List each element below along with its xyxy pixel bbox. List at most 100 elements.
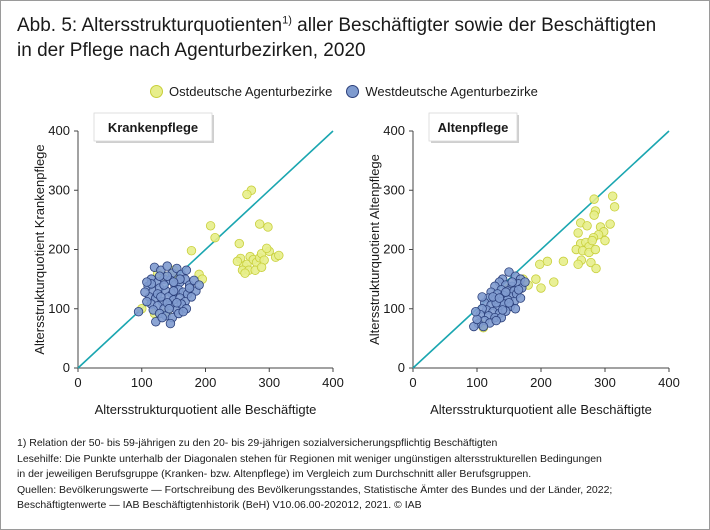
x-axis-label: Altersstrukturquotient alle Beschäftigte [95,402,317,417]
title-line1: Abb. 5: Altersstrukturquotienten [17,15,283,36]
y-axis-label: Altersstrukturquotient Altenpflege [367,154,382,345]
diagonal-line [412,130,670,369]
scatter-charts: 0 100 200 300 400 0 100 200 300 400 Krankenpflege A… [32,112,680,417]
data-point-west [497,305,508,315]
data-point-west [184,283,195,293]
chart-panel-krankenpflege: 0 100 200 300 400 0 100 200 300 400 Krankenpflege A… [32,112,344,417]
footnote-sources-2: Beschäftigtenwerte — IAB Beschäftigtenhi… [17,499,422,511]
data-point-ost [600,235,610,246]
data-point-ost [535,259,545,270]
legend-marker-ost [150,85,163,98]
panel-title: Altenpflege [438,120,509,135]
y-tick-label: 100 [383,301,405,316]
data-point-west [491,315,501,326]
data-point-ost [586,257,596,268]
data-point-ost [256,262,267,272]
chart-panel-altenpflege: 0 100 200 300 400 0 100 200 300 400 Altenpflege Alt… [367,112,680,417]
x-axis-label: Altersstrukturquotient alle Beschäftigte [430,402,652,417]
y-tick-label: 200 [48,242,70,257]
data-point-ost [558,256,569,267]
x-tick-label: 0 [74,375,81,390]
legend-item-west: Westdeutsche Agenturbezirke [346,84,538,99]
data-point-ost [531,274,541,284]
data-point-ost [607,191,618,201]
data-point-ost [186,245,197,256]
panel-title-box [93,112,213,142]
y-tick-label: 400 [383,123,405,138]
legend-item-ost: Ostdeutsche Agenturbezirke [150,84,332,99]
data-point-west [477,292,487,302]
data-point-west [178,307,188,317]
legend: Ostdeutsche Agenturbezirke Westdeutsche … [150,84,552,99]
title-footnote-marker: 1) [282,14,292,27]
data-point-west [172,298,182,308]
data-point-west [507,277,517,287]
y-tick-label: 400 [48,123,70,138]
y-tick-label: 300 [383,182,405,197]
x-tick-label: 100 [131,375,153,390]
data-point-ost [232,256,243,267]
data-point-west [154,271,165,281]
data-point-west [142,277,152,287]
x-tick-label: 200 [195,375,217,390]
figure-title: Abb. 5: Altersstrukturquotienten1) aller… [17,13,697,63]
data-point-ost [210,232,220,243]
data-point-ost [573,259,583,270]
footnotes: 1) Relation der 50- bis 59-jährigen zu d… [17,436,697,514]
title-line1-rest: aller Beschäftigter sowie der Beschäftig… [291,15,657,36]
data-point-ost [274,250,284,261]
x-tick-label: 400 [658,375,680,390]
data-point-ost [582,221,592,231]
data-point-west [164,304,174,314]
data-point-ost [573,228,583,238]
data-point-west [159,280,169,290]
data-point-west [194,280,204,290]
data-point-west [471,307,481,317]
y-axis-label: Altersstrukturquotient Krankenpflege [32,144,47,354]
data-point-ost [254,219,265,229]
data-point-west [515,293,526,303]
legend-label-west: Westdeutsche Agenturbezirke [365,84,538,99]
data-point-west [142,296,152,307]
data-point-ost [591,263,601,274]
data-point-ost [262,243,272,254]
footnote-definition: 1) Relation der 50- bis 59-jährigen zu d… [17,437,498,449]
data-point-west [168,277,179,287]
data-point-ost [549,277,559,287]
x-tick-label: 300 [258,375,280,390]
data-point-ost [234,238,244,249]
data-point-west [157,312,167,323]
y-tick-label: 200 [383,242,405,257]
data-point-west [181,265,192,275]
legend-label-ost: Ostdeutsche Agenturbezirke [169,84,333,99]
footnote-reading-aid-1: Lesehilfe: Die Punkte unterhalb der Diag… [17,452,602,465]
y-tick-label: 0 [398,360,405,375]
data-point-ost [590,244,601,255]
data-point-west [520,277,530,287]
data-point-west [165,318,176,329]
legend-marker-west [346,85,360,98]
data-point-west [478,321,489,332]
data-point-west [140,287,150,297]
data-point-ost [263,222,273,232]
y-tick-label: 100 [48,301,70,316]
data-point-ost [536,283,546,293]
x-tick-label: 200 [530,375,552,390]
x-tick-label: 100 [466,375,488,390]
data-point-ost [589,210,599,220]
data-point-west [186,292,197,302]
data-point-west [133,307,144,317]
data-point-west [504,298,514,308]
title-line2: in der Pflege nach Agenturbezirken, 2020 [17,40,366,61]
data-point-west [162,261,172,271]
data-point-west [501,287,511,297]
data-point-ost [242,189,252,200]
data-point-ost [205,221,216,231]
panel-title: Krankenpflege [108,120,198,135]
data-point-ost [609,202,620,212]
data-point-west [513,285,524,295]
x-tick-label: 400 [322,375,344,390]
data-point-ost [587,235,597,246]
data-point-west [494,293,505,303]
data-point-west [510,304,521,314]
